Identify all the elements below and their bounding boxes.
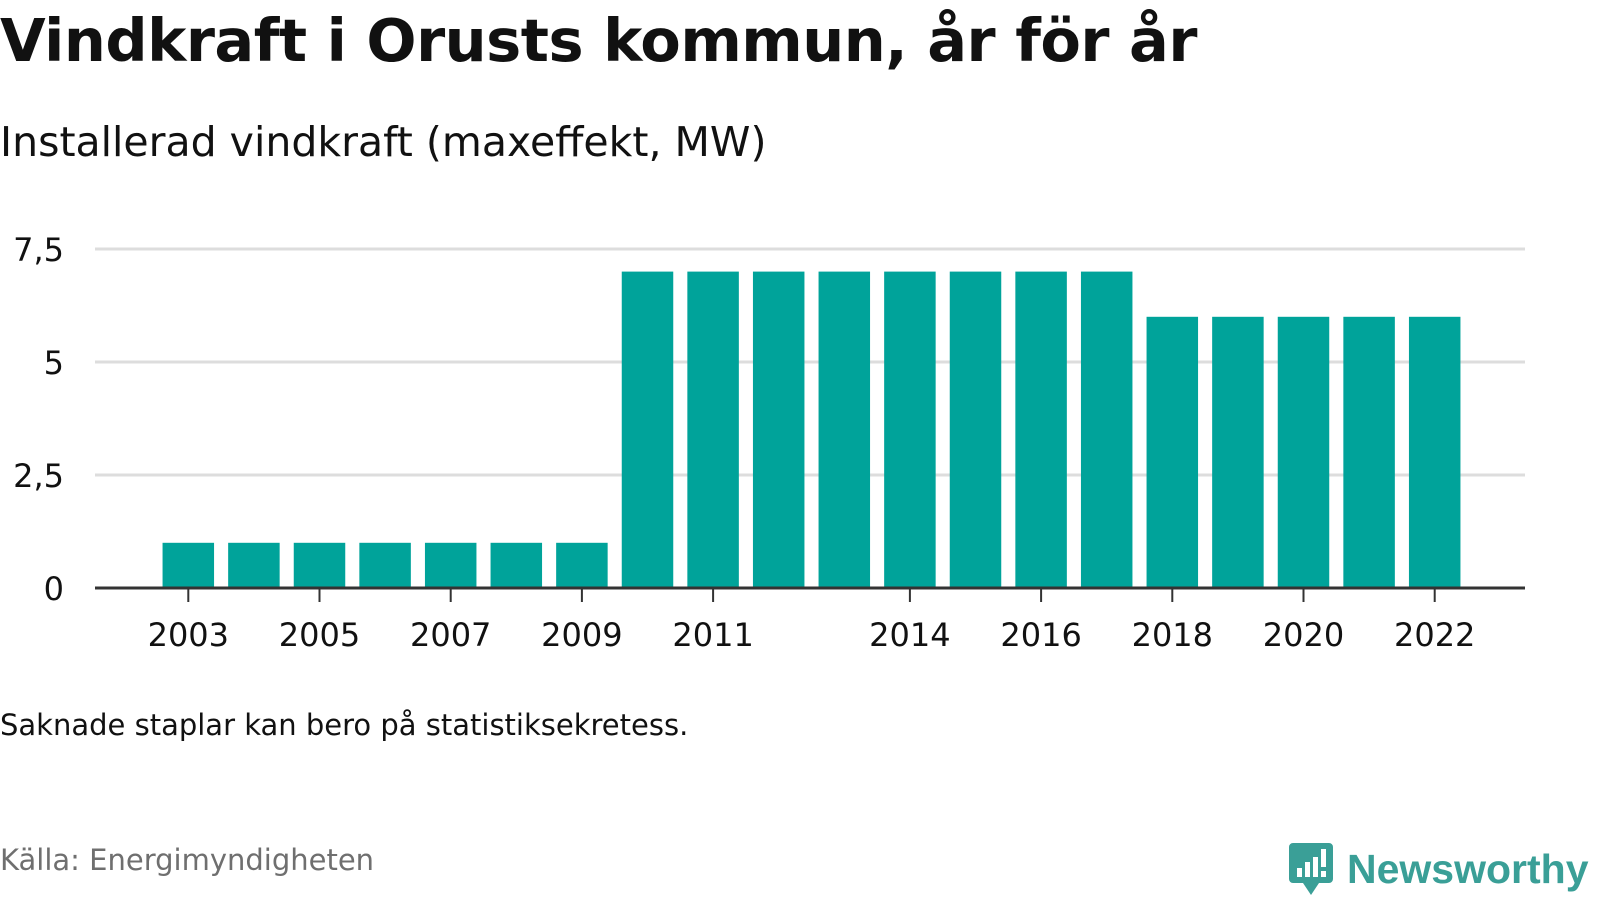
bar-2019 xyxy=(1212,316,1264,588)
bar-2003 xyxy=(162,542,215,588)
bar-2005 xyxy=(293,542,346,588)
y-tick-label: 5 xyxy=(44,344,64,382)
y-axis-ticks: 0 2,5 5 7,5 xyxy=(13,231,64,608)
bar-2022 xyxy=(1408,316,1461,588)
bar-2008 xyxy=(490,542,543,588)
x-tick-label: 2011 xyxy=(672,616,753,654)
y-tick-label: 2,5 xyxy=(13,457,64,495)
newsworthy-brand: Newsworthy xyxy=(1289,843,1589,895)
brand-name: Newsworthy xyxy=(1347,845,1589,892)
x-tick-label: 2018 xyxy=(1132,616,1213,654)
chart-subtitle: Installerad vindkraft (maxeffekt, MW) xyxy=(0,118,767,166)
bars xyxy=(162,271,1461,588)
bar-2016 xyxy=(1015,271,1067,588)
bar-2018 xyxy=(1146,316,1199,588)
x-tick-label: 2022 xyxy=(1394,616,1475,654)
x-tick-label: 2003 xyxy=(148,616,229,654)
bar-2015 xyxy=(949,271,1002,588)
bar-2010 xyxy=(621,271,674,588)
x-tick-label: 2005 xyxy=(279,616,360,654)
y-tick-label: 7,5 xyxy=(13,231,64,269)
x-tick-label: 2009 xyxy=(541,616,622,654)
bar-2007 xyxy=(424,542,477,588)
y-tick-label: 0 xyxy=(44,570,64,608)
newsworthy-logo-icon xyxy=(1289,843,1333,895)
x-tick-label: 2020 xyxy=(1263,616,1344,654)
chart-title: Vindkraft i Orusts kommun, år för år xyxy=(0,6,1197,75)
bar-2004 xyxy=(228,542,280,588)
x-tick-label: 2016 xyxy=(1000,616,1081,654)
source-credit: Källa: Energimyndigheten xyxy=(0,843,375,877)
bar-2021 xyxy=(1343,316,1395,588)
bar-2017 xyxy=(1080,271,1133,588)
bar-chart: 0 2,5 5 7,5 2003 2005 2007 2009 2011 2014 2016 201… xyxy=(13,231,1525,654)
x-tick-label: 2007 xyxy=(410,616,491,654)
x-tick-label: 2014 xyxy=(869,616,950,654)
x-axis-ticks: 2003 2005 2007 2009 2011 2014 2016 2018 2020 2022 xyxy=(148,588,1475,654)
bar-2011 xyxy=(687,271,739,588)
bar-2020 xyxy=(1277,316,1330,588)
bar-2014 xyxy=(884,271,936,588)
bar-2006 xyxy=(359,542,411,588)
bar-2013 xyxy=(818,271,871,588)
bar-2009 xyxy=(556,542,608,588)
footnote: Saknade staplar kan bero på statistiksek… xyxy=(0,708,689,742)
bar-2012 xyxy=(752,271,805,588)
